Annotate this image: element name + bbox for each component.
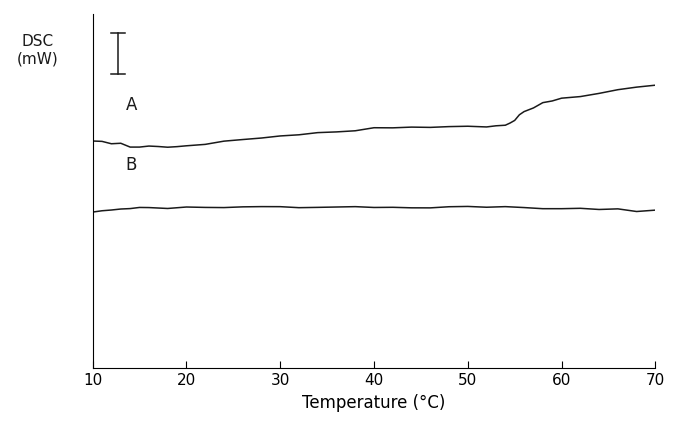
Text: B: B [125,156,137,174]
X-axis label: Temperature (°C): Temperature (°C) [303,393,445,411]
Text: A: A [125,96,137,114]
Text: DSC
(mW): DSC (mW) [16,34,58,66]
